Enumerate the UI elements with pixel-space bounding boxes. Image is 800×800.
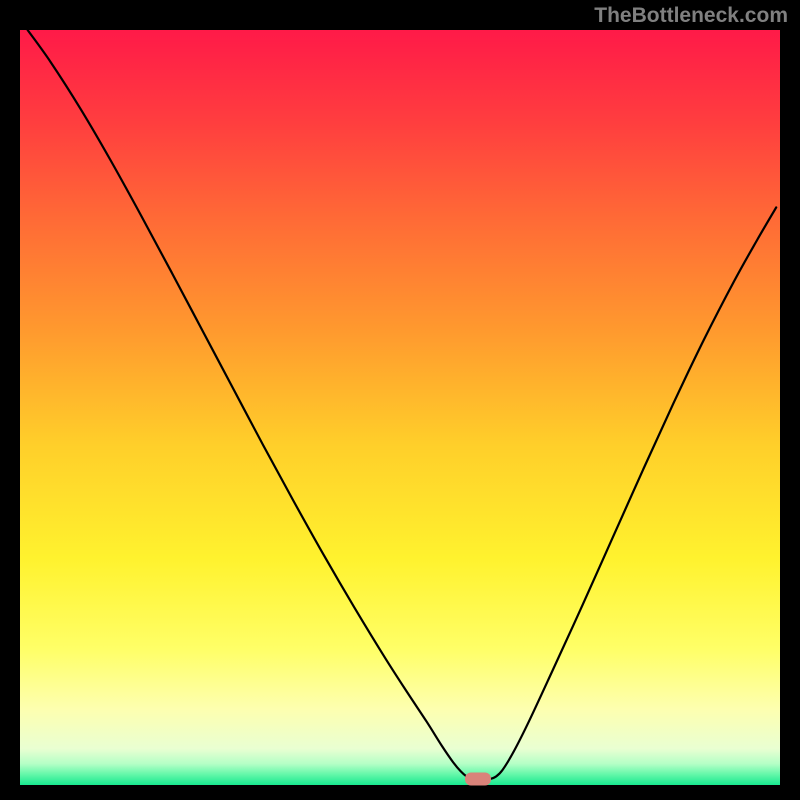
plot-area [20,30,780,785]
bottleneck-curve [28,30,777,779]
plot-svg [20,30,780,785]
optimal-marker [465,772,491,785]
watermark-text: TheBottleneck.com [594,4,788,28]
chart-container: TheBottleneck.com [0,0,800,800]
